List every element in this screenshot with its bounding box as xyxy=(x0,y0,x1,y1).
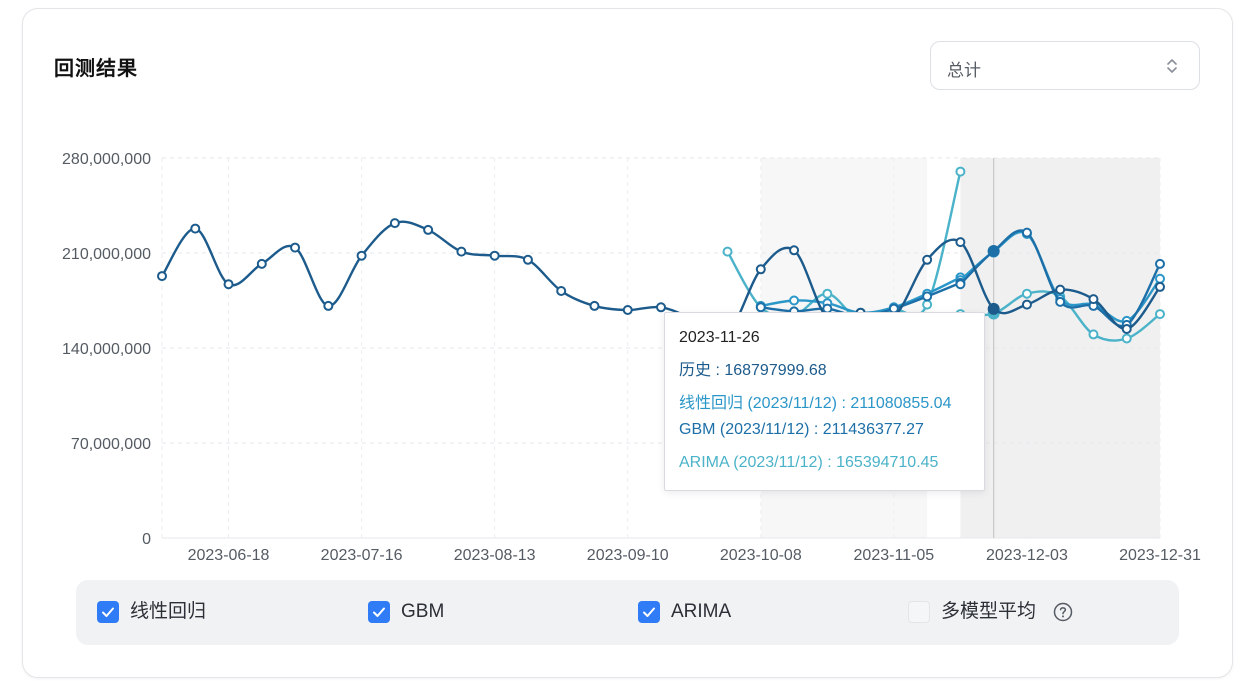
select-value: 总计 xyxy=(947,61,981,80)
data-point xyxy=(1121,333,1132,344)
aggregate-select[interactable]: 总计 xyxy=(930,41,1200,90)
tooltip-row-arima: ARIMA (2023/11/12) : 165394710.45 xyxy=(679,454,939,471)
data-point xyxy=(589,300,600,311)
y-tick-label: 140,000,000 xyxy=(62,341,151,358)
data-point xyxy=(755,302,766,313)
data-point xyxy=(789,245,800,256)
chart-tooltip: 2023-11-26 历史 : 168797999.68 线性回归 (2023/… xyxy=(664,312,985,491)
data-point xyxy=(755,264,766,275)
page-title: 回测结果 xyxy=(54,58,138,80)
x-tick-label: 2023-11-05 xyxy=(854,547,935,564)
checkbox-arima[interactable] xyxy=(638,601,660,623)
x-tick-label: 2023-08-13 xyxy=(454,547,536,564)
data-point xyxy=(190,223,201,234)
data-point xyxy=(456,246,467,257)
data-point xyxy=(1021,288,1032,299)
x-tick-label: 2023-09-10 xyxy=(587,547,669,564)
legend-label-arima: ARIMA xyxy=(671,601,732,622)
y-tick-label: 70,000,000 xyxy=(71,436,151,453)
data-point xyxy=(922,254,933,265)
data-point xyxy=(622,305,633,315)
data-point xyxy=(256,258,267,269)
data-point xyxy=(389,218,400,229)
x-tick-label: 2023-10-08 xyxy=(720,547,802,564)
tooltip-row-linear: 线性回归 (2023/11/12) : 211080855.04 xyxy=(679,395,952,412)
question-circle-icon[interactable] xyxy=(1053,602,1073,622)
data-point xyxy=(1088,329,1099,340)
legend-label-average: 多模型平均 xyxy=(941,601,1037,622)
data-point xyxy=(223,279,234,290)
legend-label-gbm: GBM xyxy=(401,601,445,622)
data-point xyxy=(922,299,933,310)
data-point xyxy=(1155,281,1165,292)
data-point xyxy=(1121,324,1132,334)
data-point xyxy=(656,302,666,313)
data-point xyxy=(1055,284,1066,295)
data-point xyxy=(423,224,434,235)
y-tick-label: 0 xyxy=(142,531,151,548)
tooltip-row-history: 历史 : 168797999.68 xyxy=(679,362,827,379)
data-point xyxy=(955,279,966,290)
data-point xyxy=(1155,258,1165,269)
tooltip-date: 2023-11-26 xyxy=(679,329,760,346)
data-point xyxy=(1021,227,1032,238)
data-point xyxy=(922,291,933,302)
data-point xyxy=(722,246,733,257)
data-point xyxy=(1155,309,1165,320)
data-point xyxy=(987,245,1000,258)
legend-label-linear: 线性回归 xyxy=(130,601,207,622)
data-point xyxy=(356,250,367,261)
checkbox-average[interactable] xyxy=(908,601,930,623)
data-point xyxy=(822,288,833,299)
data-point xyxy=(1055,296,1066,307)
x-tick-label: 2023-06-18 xyxy=(188,547,270,564)
check-icon xyxy=(102,607,114,617)
data-point xyxy=(1088,294,1099,305)
x-tick-label: 2023-07-16 xyxy=(321,547,403,564)
x-tick-label: 2023-12-03 xyxy=(986,547,1068,564)
data-point xyxy=(955,237,966,248)
checkbox-gbm[interactable] xyxy=(368,601,390,623)
data-point xyxy=(157,271,167,282)
y-tick-label: 210,000,000 xyxy=(62,246,151,263)
data-point xyxy=(323,300,334,311)
data-point xyxy=(489,250,500,261)
x-tick-label: 2023-12-31 xyxy=(1119,547,1201,564)
checkbox-linear[interactable] xyxy=(97,601,119,623)
data-point xyxy=(556,286,567,296)
data-point xyxy=(1021,299,1032,310)
check-icon xyxy=(373,607,385,617)
check-icon xyxy=(643,607,655,617)
data-point xyxy=(290,242,301,253)
data-point xyxy=(789,295,800,306)
model-legend xyxy=(76,580,1179,645)
data-point xyxy=(987,302,1000,315)
y-tick-label: 280,000,000 xyxy=(62,151,151,168)
data-point xyxy=(522,254,533,265)
data-point xyxy=(955,166,966,177)
tooltip-row-gbm: GBM (2023/11/12) : 211436377.27 xyxy=(679,421,924,438)
data-point xyxy=(1155,273,1165,284)
chevron-up-down-icon xyxy=(1167,59,1177,73)
